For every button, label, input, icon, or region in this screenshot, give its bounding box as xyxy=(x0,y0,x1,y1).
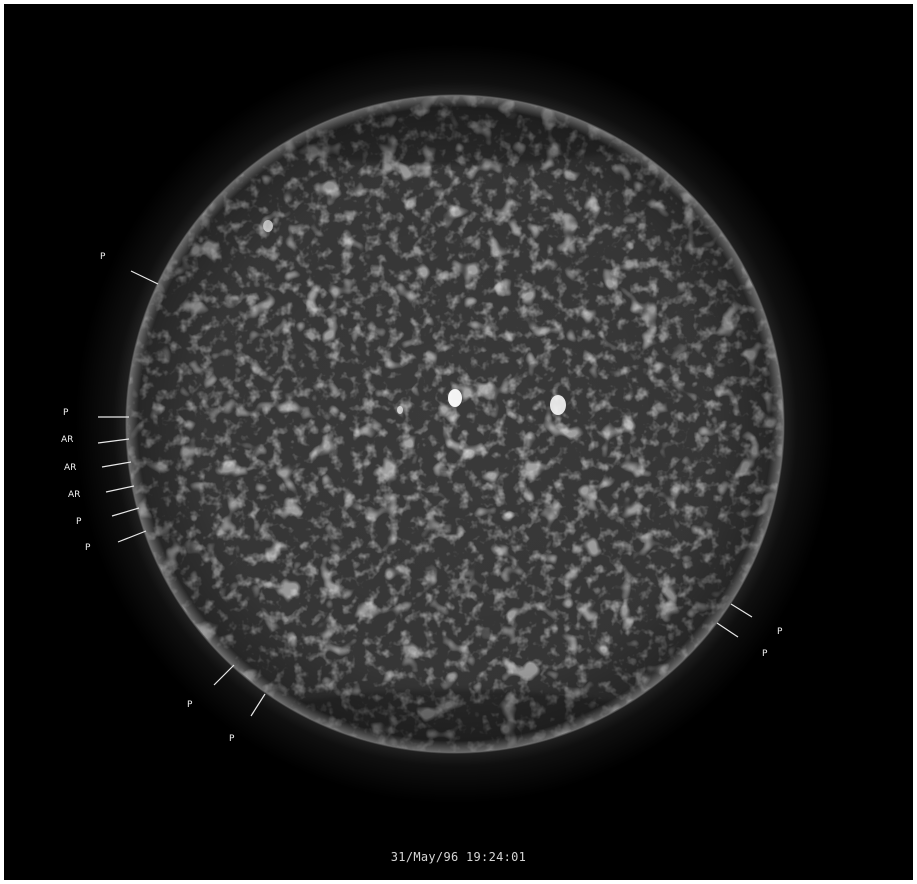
pointer-line-ar-w3 xyxy=(105,485,135,493)
pointer-line-p-sw1 xyxy=(213,664,235,686)
annotation-label-p: P xyxy=(100,252,106,262)
annotation-label-p: P xyxy=(85,543,91,553)
annotation-label-p: P xyxy=(76,517,82,527)
pointer-line-ar-w1 xyxy=(97,438,130,444)
pointer-line-p-w3 xyxy=(117,530,147,543)
pointer-line-p-se1 xyxy=(730,603,753,618)
pointer-line-p-sw2 xyxy=(250,693,266,717)
annotation-label-p: P xyxy=(777,627,783,637)
annotation-label-p: P xyxy=(762,649,768,659)
annotation-label-ar: AR xyxy=(68,490,81,500)
annotation-label-p: P xyxy=(63,408,69,418)
pointer-line-p-nw xyxy=(130,270,159,285)
pointer-line-p-w2 xyxy=(111,507,140,517)
pointer-line-ar-w2 xyxy=(101,461,132,468)
observation-timestamp: 31/May/96 19:24:01 xyxy=(390,850,527,864)
annotation-label-ar: AR xyxy=(61,435,74,445)
pointer-line-p-se2 xyxy=(716,622,739,638)
annotation-label-p: P xyxy=(229,734,235,744)
annotation-label-p: P xyxy=(187,700,193,710)
annotation-pointers xyxy=(97,270,753,717)
annotation-label-ar: AR xyxy=(64,463,77,473)
